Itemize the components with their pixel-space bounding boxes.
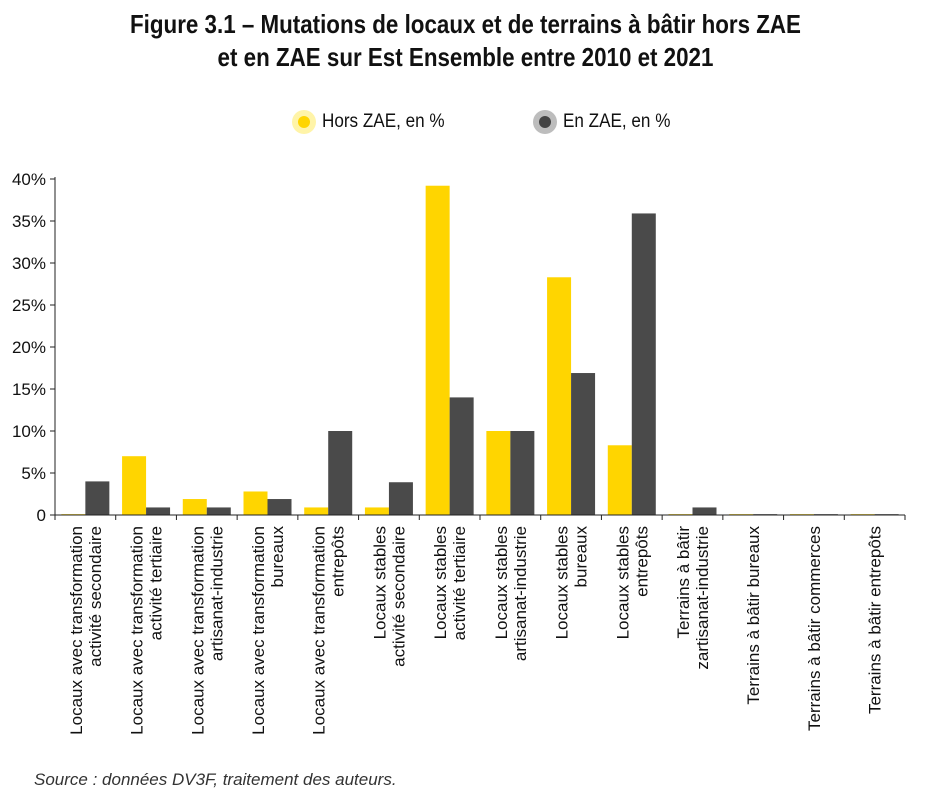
x-category-label: Locaux avec transformationbureaux	[249, 526, 287, 735]
bar-hors-zae	[547, 277, 572, 515]
x-category-label: Terrains à bâtir commerces	[805, 526, 824, 731]
legend-label-hors-zae: Hors ZAE, en %	[322, 111, 445, 132]
bar-hors-zae	[425, 185, 450, 515]
x-category-label-line: zartisanat-industrie	[693, 526, 712, 670]
x-category-label-line: entrepôts	[632, 526, 651, 597]
bar-hors-zae	[304, 507, 329, 515]
y-tick-label: 5%	[21, 464, 46, 483]
x-category-label: Locaux avec transformationartisanat-indu…	[188, 526, 226, 735]
x-category-label: Terrains à bâtir bureaux	[744, 526, 763, 705]
bar-hors-zae	[607, 445, 632, 515]
source-note: Source : données DV3F, traitement des au…	[34, 770, 397, 789]
x-category-label-line: bureaux	[572, 526, 591, 588]
y-tick-label: 10%	[12, 422, 46, 441]
legend: Hors ZAE, en % En ZAE, en %	[0, 110, 931, 138]
x-category-label: Locaux avec transformationactivité secon…	[67, 526, 105, 735]
bar-hors-zae	[364, 507, 389, 515]
x-category-label: Locaux stablesbureaux	[553, 526, 591, 640]
x-category-label: Locaux stablesartisanat-industrie	[492, 526, 530, 661]
x-category-label-line: Locaux stables	[370, 526, 389, 639]
legend-marker-en-zae-icon	[533, 110, 557, 134]
bar-hors-zae	[243, 491, 268, 515]
chart-title-line-1: Figure 3.1 – Mutations de locaux et de t…	[130, 9, 801, 39]
x-category-label-line: Terrains à bâtir	[674, 526, 693, 639]
x-category-label-line: Locaux avec transformation	[310, 526, 329, 735]
x-category-label-line: Locaux stables	[553, 526, 572, 639]
x-category-label-line: Locaux avec transformation	[67, 526, 86, 735]
x-category-label-line: Terrains à bâtir bureaux	[744, 526, 763, 705]
bar-en-zae	[328, 431, 353, 515]
legend-item-hors-zae: Hors ZAE, en %	[292, 110, 458, 134]
y-tick-label: 40%	[12, 170, 46, 189]
x-category-label-line: Terrains à bâtir entrepôts	[866, 526, 885, 714]
bar-en-zae	[388, 482, 413, 515]
legend-label-en-zae: En ZAE, en %	[563, 111, 671, 132]
x-category-label-line: Locaux stables	[613, 526, 632, 639]
bar-en-zae	[692, 507, 717, 515]
x-category-label-line: bureaux	[268, 526, 287, 588]
x-category-label-line: Locaux stables	[431, 526, 450, 639]
chart-title-line-2: et en ZAE sur Est Ensemble entre 2010 et…	[217, 42, 714, 72]
bar-en-zae	[510, 431, 535, 515]
x-category-label-line: activité secondaire	[86, 526, 105, 667]
x-category-label-line: artisanat-industrie	[207, 526, 226, 661]
bar-en-zae	[571, 373, 596, 515]
bar-hors-zae	[122, 456, 147, 515]
x-category-label-line: activité secondaire	[389, 526, 408, 667]
x-category-label: Locaux stablesentrepôts	[613, 526, 651, 639]
y-tick-label: 0	[37, 506, 46, 525]
y-tick-label: 15%	[12, 380, 46, 399]
x-category-label: Locaux stablesactivité secondaire	[370, 526, 408, 667]
x-category-label-line: Terrains à bâtir commerces	[805, 526, 824, 731]
bar-en-zae	[449, 397, 474, 515]
x-category-label: Locaux stablesactivité tertiaire	[431, 526, 469, 640]
bar-en-zae	[631, 213, 656, 515]
bar-en-zae	[267, 499, 292, 515]
bar-en-zae	[146, 507, 171, 515]
legend-marker-hors-zae-icon	[292, 110, 316, 134]
bar-en-zae	[206, 507, 231, 515]
bar-hors-zae	[486, 431, 511, 515]
y-tick-label: 25%	[12, 296, 46, 315]
bar-en-zae	[85, 481, 110, 515]
bar-hors-zae	[182, 499, 207, 515]
x-category-label-line: Locaux avec transformation	[188, 526, 207, 735]
x-category-label-line: entrepôts	[329, 526, 348, 597]
x-category-label-line: activité tertiaire	[450, 526, 469, 640]
x-category-label-line: Locaux avec transformation	[128, 526, 147, 735]
x-category-label-line: artisanat-industrie	[511, 526, 530, 661]
x-category-label: Terrains à bâtir entrepôts	[866, 526, 885, 714]
x-category-label-line: Locaux avec transformation	[249, 526, 268, 735]
x-category-label: Terrains à bâtirzartisanat-industrie	[674, 526, 712, 670]
y-tick-label: 20%	[12, 338, 46, 357]
y-tick-label: 35%	[12, 212, 46, 231]
x-category-label: Locaux avec transformationactivité terti…	[128, 526, 166, 735]
chart-title: Figure 3.1 – Mutations de locaux et de t…	[0, 8, 931, 74]
x-category-label: Locaux avec transformationentrepôts	[310, 526, 348, 735]
y-tick-label: 30%	[12, 254, 46, 273]
x-category-label-line: activité tertiaire	[147, 526, 166, 640]
legend-item-en-zae: En ZAE, en %	[533, 110, 682, 134]
x-category-label-line: Locaux stables	[492, 526, 511, 639]
